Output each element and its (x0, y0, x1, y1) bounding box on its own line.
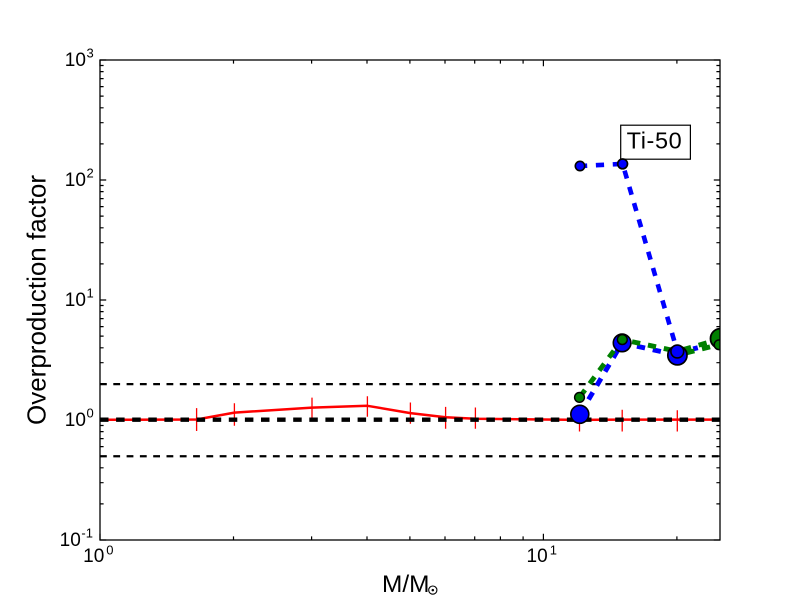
svg-text:10: 10 (83, 546, 104, 567)
svg-text:2: 2 (87, 166, 94, 181)
svg-text:10: 10 (65, 170, 86, 191)
svg-text:3: 3 (87, 46, 94, 61)
svg-text:10: 10 (60, 530, 81, 551)
svg-text:1: 1 (550, 543, 557, 558)
svg-text:10: 10 (527, 546, 548, 567)
svg-text:1: 1 (87, 286, 94, 301)
svg-text:0: 0 (87, 406, 94, 421)
svg-text:Overproduction factor: Overproduction factor (22, 175, 52, 425)
svg-text:10: 10 (65, 290, 86, 311)
svg-text:10: 10 (65, 410, 86, 431)
svg-text:0: 0 (106, 543, 113, 558)
svg-text:-1: -1 (81, 526, 93, 541)
svg-text:Ti-50: Ti-50 (627, 127, 683, 153)
svg-text:M/M: M/M (382, 571, 429, 598)
svg-text:10: 10 (65, 50, 86, 71)
